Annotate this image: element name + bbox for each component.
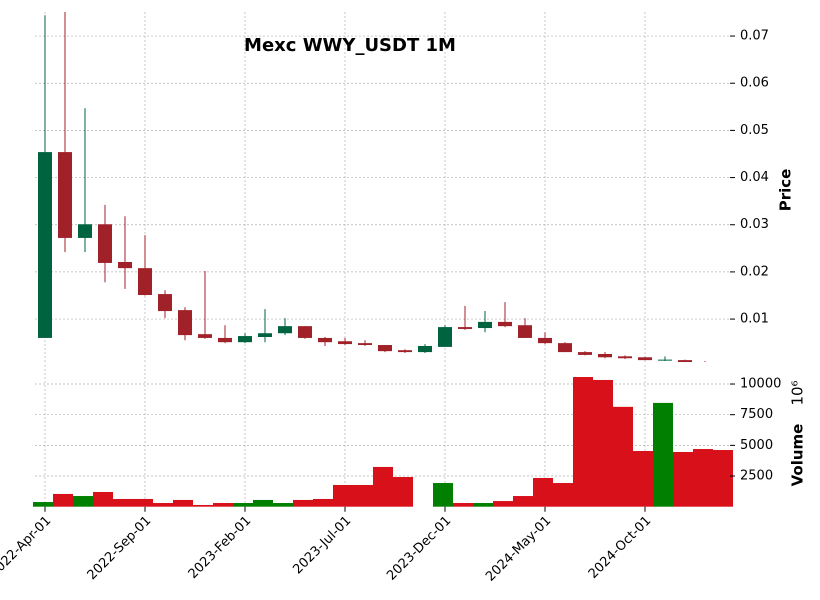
candle-body xyxy=(558,343,572,353)
candle-body xyxy=(418,345,432,353)
candle-body xyxy=(378,345,392,352)
volume-bar xyxy=(493,501,513,507)
y-tick-label: 0.05 xyxy=(740,123,769,138)
volume-bar xyxy=(213,503,233,507)
candle-body xyxy=(358,343,372,346)
candle-body xyxy=(58,152,72,238)
marks xyxy=(33,12,733,507)
volume-bar xyxy=(253,499,273,507)
y-tick-label: 0.01 xyxy=(740,312,769,327)
candle-body xyxy=(518,325,532,338)
candle-body xyxy=(638,357,652,361)
volume-bar xyxy=(33,502,53,507)
volume-panel xyxy=(33,377,733,507)
volume-bar xyxy=(533,477,553,507)
candle-body xyxy=(238,336,252,343)
volume-bar xyxy=(593,379,613,507)
volume-bar xyxy=(573,377,593,507)
y-tick-label: 10000 xyxy=(740,377,781,392)
candle-body xyxy=(658,359,672,361)
y-tick-label: 0.04 xyxy=(740,170,769,185)
volume-bar xyxy=(113,498,133,507)
y-tick-label: 2500 xyxy=(740,469,773,484)
volume-bar xyxy=(453,503,473,507)
candle-body xyxy=(38,152,52,338)
y-tick-label: 0.06 xyxy=(740,76,769,91)
candle-body xyxy=(258,333,272,337)
volume-bar xyxy=(173,499,193,507)
x-tick-label: 2023-Feb-01 xyxy=(186,513,255,582)
x-tick-label: 2023-Dec-01 xyxy=(384,513,454,583)
volume-bar xyxy=(73,496,93,507)
y-tick-label: 7500 xyxy=(740,407,773,422)
chart-title: Mexc WWY_USDT 1M xyxy=(244,35,456,56)
x-tick-label: 2023-Jul-01 xyxy=(290,513,354,577)
volume-bar xyxy=(473,503,493,507)
candle-body xyxy=(298,326,312,338)
candle-body xyxy=(78,224,92,238)
volume-bar xyxy=(633,451,653,507)
candle-body xyxy=(398,350,412,353)
volume-bar xyxy=(373,466,393,507)
x-tick-label: 2024-May-01 xyxy=(483,513,554,584)
volume-bar xyxy=(193,504,213,507)
candle-body xyxy=(338,341,352,345)
candle-body xyxy=(498,321,512,327)
y-tick-label: 0.07 xyxy=(740,29,769,44)
volume-bar xyxy=(653,402,673,507)
x-tick-label: 2022-Apr-01 xyxy=(0,513,54,580)
volume-bar xyxy=(293,499,313,507)
volume-bar xyxy=(93,491,113,507)
volume-bar xyxy=(313,498,333,507)
candle-body xyxy=(278,326,292,334)
candle-body xyxy=(538,337,552,344)
candle-body xyxy=(218,337,232,343)
candle-body xyxy=(458,327,472,329)
candle-body xyxy=(598,353,612,358)
candle-body xyxy=(618,356,632,359)
volume-bar xyxy=(53,493,73,507)
candle-body xyxy=(178,310,192,336)
candle-body xyxy=(678,360,692,362)
volume-bar xyxy=(153,503,173,507)
volume-bar xyxy=(673,451,693,507)
volume-bar xyxy=(133,498,153,507)
candle-body xyxy=(138,268,152,296)
candle-body xyxy=(578,352,592,355)
y-axis-label: Price xyxy=(777,169,795,212)
volume-bar xyxy=(393,477,413,507)
candle-body xyxy=(478,321,492,329)
volume-multiplier: 10⁶ xyxy=(789,380,807,405)
price-panel xyxy=(38,12,732,363)
volume-bar xyxy=(353,484,373,507)
candle-body xyxy=(158,294,172,312)
volume-bar xyxy=(713,450,733,507)
candle-body xyxy=(98,224,112,263)
x-tick-label: 2022-Sep-01 xyxy=(85,513,155,583)
y-tick-label: 0.03 xyxy=(740,217,769,232)
volume-bar xyxy=(693,449,713,507)
y-tick-label: 5000 xyxy=(740,438,773,453)
candle-body xyxy=(438,327,452,347)
candle-body xyxy=(698,362,712,363)
volume-bar xyxy=(553,483,573,507)
candle-body xyxy=(718,362,732,363)
volume-bar xyxy=(613,406,633,507)
volume-axis-label: Volume xyxy=(789,424,807,487)
volume-bar xyxy=(233,503,253,507)
candle-body xyxy=(118,262,132,269)
x-tick-label: 2024-Oct-01 xyxy=(586,513,654,581)
volume-bar xyxy=(433,483,453,507)
candle-body xyxy=(198,334,212,338)
y-tick-label: 0.02 xyxy=(740,264,769,279)
volume-bar xyxy=(273,503,293,507)
candle-body xyxy=(318,337,332,343)
volume-bar xyxy=(513,496,533,507)
volume-bar xyxy=(333,484,353,507)
